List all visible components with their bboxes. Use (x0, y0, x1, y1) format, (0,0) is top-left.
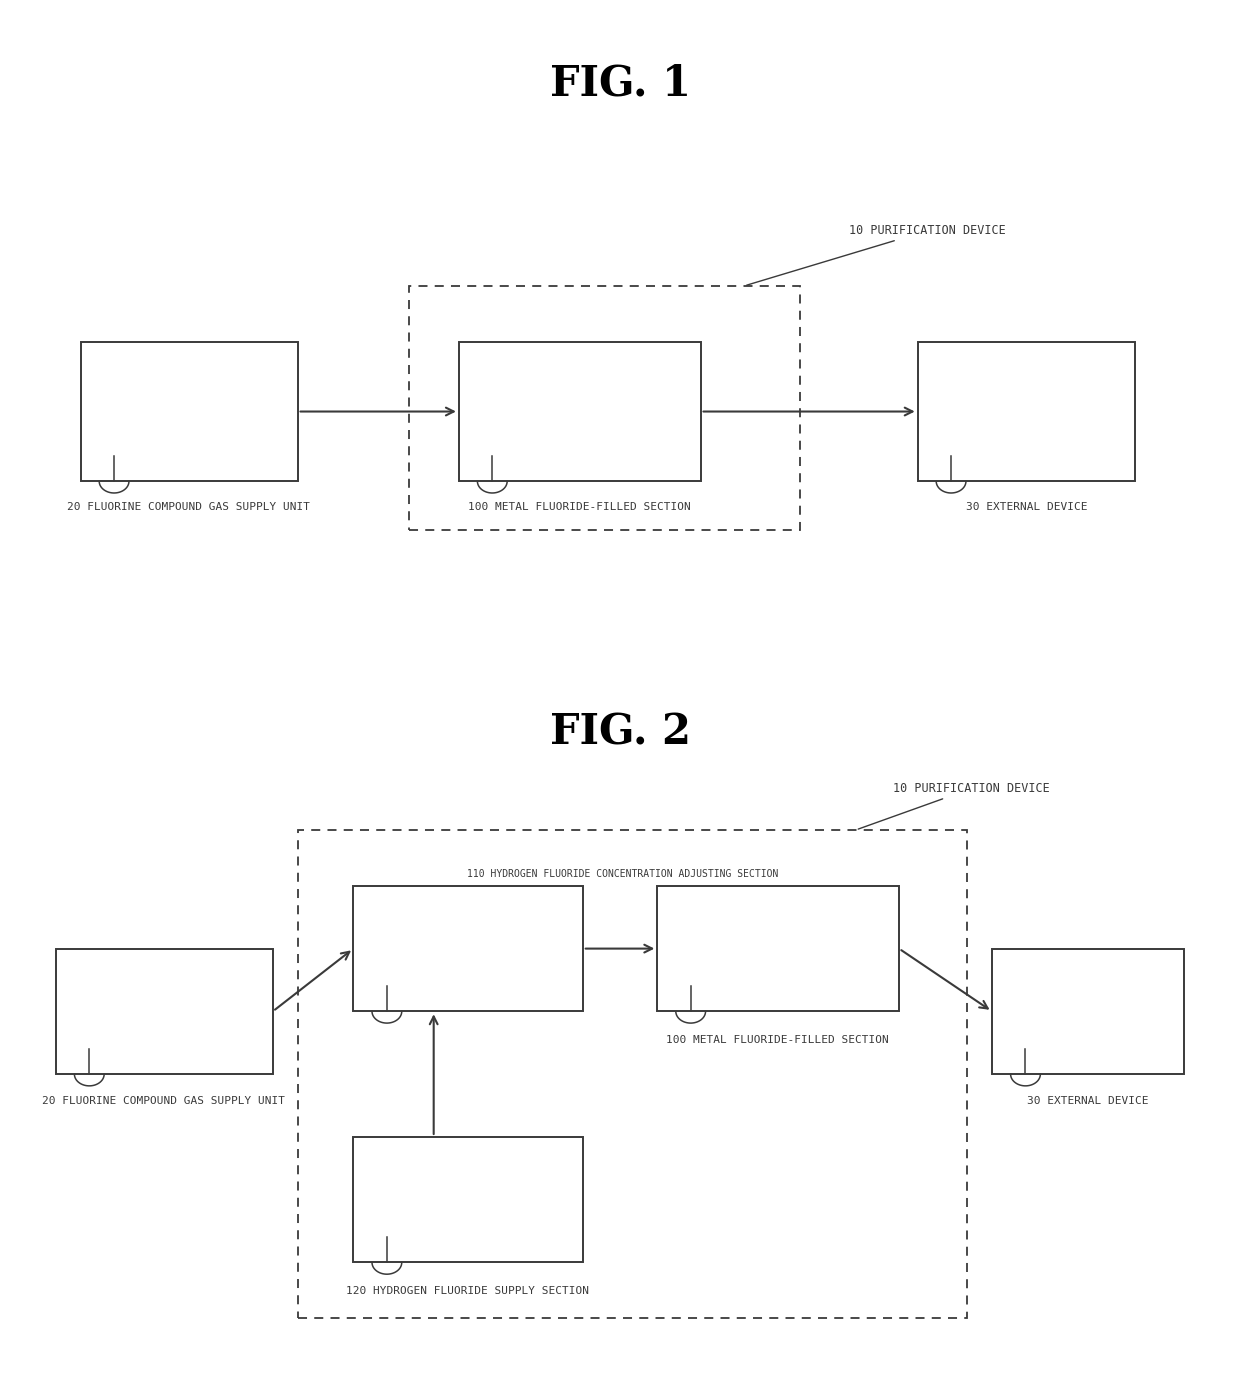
Text: 100 METAL FLUORIDE-FILLED SECTION: 100 METAL FLUORIDE-FILLED SECTION (467, 502, 691, 512)
Text: 10 PURIFICATION DEVICE: 10 PURIFICATION DEVICE (858, 783, 1049, 829)
Bar (353, 1137, 583, 1262)
Bar (459, 342, 701, 481)
Bar (81, 342, 298, 481)
Bar (657, 886, 899, 1011)
Text: 20 FLUORINE COMPOUND GAS SUPPLY UNIT: 20 FLUORINE COMPOUND GAS SUPPLY UNIT (42, 1096, 285, 1106)
Text: 30 EXTERNAL DEVICE: 30 EXTERNAL DEVICE (1027, 1096, 1148, 1106)
Text: 30 EXTERNAL DEVICE: 30 EXTERNAL DEVICE (966, 502, 1087, 512)
Text: 110 HYDROGEN FLUORIDE CONCENTRATION ADJUSTING SECTION: 110 HYDROGEN FLUORIDE CONCENTRATION ADJU… (467, 869, 779, 879)
Text: 10 PURIFICATION DEVICE: 10 PURIFICATION DEVICE (746, 225, 1006, 285)
Bar (992, 949, 1184, 1074)
Text: 100 METAL FLUORIDE-FILLED SECTION: 100 METAL FLUORIDE-FILLED SECTION (666, 1035, 889, 1045)
Bar (353, 886, 583, 1011)
Bar (409, 286, 800, 530)
Text: FIG. 2: FIG. 2 (549, 711, 691, 753)
Bar (298, 830, 967, 1318)
Bar (918, 342, 1135, 481)
Text: 120 HYDROGEN FLUORIDE SUPPLY SECTION: 120 HYDROGEN FLUORIDE SUPPLY SECTION (346, 1286, 589, 1296)
Text: FIG. 1: FIG. 1 (549, 63, 691, 105)
Text: 20 FLUORINE COMPOUND GAS SUPPLY UNIT: 20 FLUORINE COMPOUND GAS SUPPLY UNIT (67, 502, 310, 512)
Bar (56, 949, 273, 1074)
